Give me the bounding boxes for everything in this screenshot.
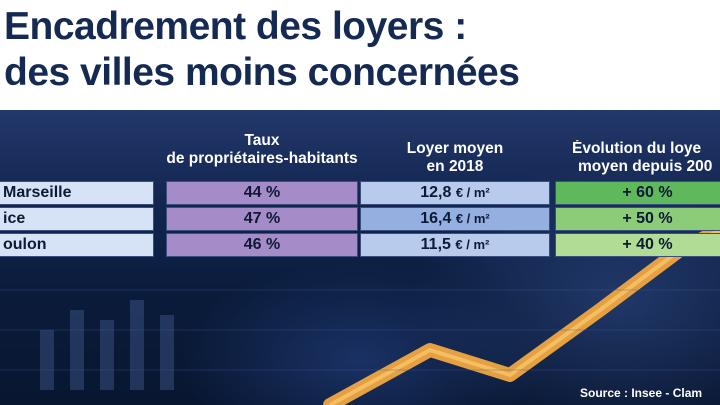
rent-value: 16,4 [420, 210, 452, 227]
table-row: ice 47 % 16,4 € / m² + 50 % [0, 207, 720, 231]
header-rent-evolution: Évolution du loye moyen depuis 200 [572, 140, 720, 176]
rent-unit: € / m² [455, 211, 490, 226]
header-rent-evolution-line-2: moyen depuis 200 [578, 158, 713, 175]
rent-unit: € / m² [455, 185, 490, 200]
header-avg-rent-line-2: en 2018 [426, 158, 484, 175]
source-credit: Source : Insee - Clam [580, 386, 703, 400]
header-tenant-rate-line-1: Taux [244, 132, 280, 149]
header-tenant-rate-line-2: de propriétaires-habitants [166, 150, 358, 167]
rent-value: 11,5 [420, 236, 451, 253]
header-tenant-rate: Taux de propriétaires-habitants [166, 132, 358, 168]
page-title: Encadrement des loyers : des villes moin… [4, 4, 520, 96]
cell-avg-rent: 11,5 € / m² [360, 233, 550, 257]
background-chart-bars [40, 300, 174, 390]
title-line-1: Encadrement des loyers : [4, 5, 467, 48]
cell-city: oulon [0, 233, 154, 257]
rent-unit: € / m² [455, 237, 490, 252]
cell-tenant-rate: 46 % [166, 233, 358, 257]
rent-value: 12,8 [420, 184, 452, 201]
cell-avg-rent: 12,8 € / m² [360, 181, 550, 205]
cell-city: ice [0, 207, 154, 231]
cell-tenant-rate: 44 % [166, 181, 358, 205]
cell-city: Marseille [0, 181, 154, 205]
header-avg-rent: Loyer moyen en 2018 [360, 140, 550, 176]
header-rent-evolution-line-1: Évolution du loye [572, 140, 702, 157]
cell-rent-evolution: + 40 % [555, 233, 720, 257]
cell-rent-evolution: + 50 % [555, 207, 720, 231]
cell-avg-rent: 16,4 € / m² [360, 207, 550, 231]
cell-tenant-rate: 47 % [166, 207, 358, 231]
cell-rent-evolution: + 60 % [555, 181, 720, 205]
table-row: oulon 46 % 11,5 € / m² + 40 % [0, 233, 720, 257]
header-avg-rent-line-1: Loyer moyen [406, 140, 504, 157]
title-line-2: des villes moins concernées [4, 51, 520, 94]
table-row: Marseille 44 % 12,8 € / m² + 60 % [0, 181, 720, 205]
background-grid [0, 289, 720, 371]
